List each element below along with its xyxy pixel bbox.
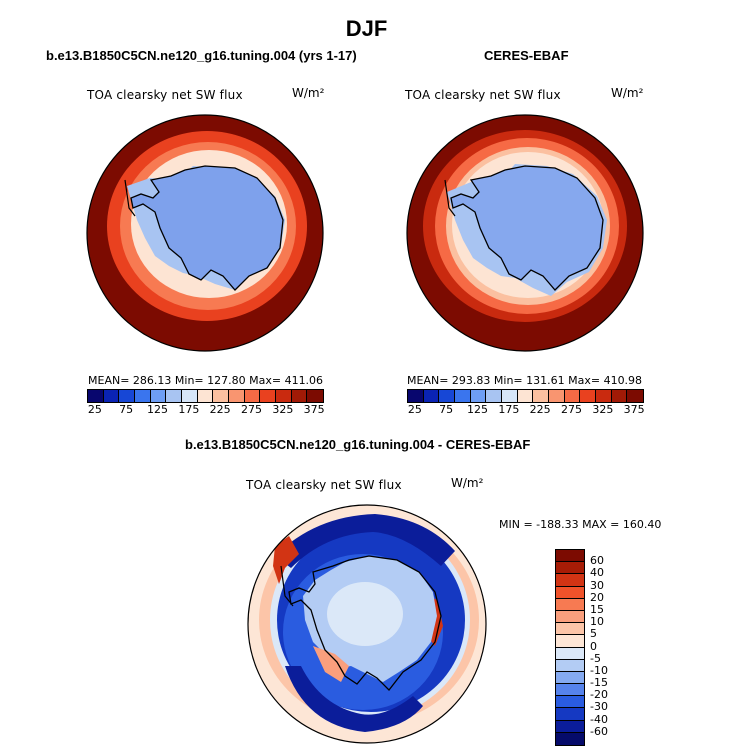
- colorbar-swatch: [439, 390, 455, 402]
- diff-min-max: MIN = -188.33 MAX = 160.40: [499, 518, 662, 531]
- colorbar-tick-label: 60: [590, 554, 604, 568]
- panel-title-model: b.e13.B1850C5CN.ne120_g16.tuning.004 (yr…: [46, 48, 357, 63]
- page-title: DJF: [345, 16, 388, 41]
- colorbar-swatch: [556, 610, 584, 624]
- colorbar-tick-label: 275: [561, 403, 582, 416]
- colorbar-obs: [407, 389, 644, 403]
- colorbar-tick-label: -60: [590, 724, 608, 738]
- panel-variable-label: TOA clearsky net SW flux: [405, 88, 561, 102]
- colorbar-swatch: [119, 390, 135, 402]
- colorbar-tick-label: 325: [272, 403, 294, 416]
- colorbar-swatch: [260, 390, 276, 402]
- colorbar-tick-label: 0: [590, 639, 597, 653]
- colorbar-swatch: [556, 598, 584, 611]
- panel-variable-label: TOA clearsky net SW flux: [87, 88, 243, 102]
- colorbar-swatch: [470, 390, 487, 402]
- panel-title-obs: CERES-EBAF: [484, 48, 569, 63]
- colorbar-tick-label: 325: [592, 403, 614, 416]
- diff-panel-title: b.e13.B1850C5CN.ne120_g16.tuning.004 - C…: [185, 437, 531, 452]
- colorbar-swatch: [228, 390, 245, 402]
- colorbar-tick-label: 40: [590, 566, 604, 580]
- colorbar-swatch: [595, 390, 612, 402]
- panel-unit-label: W/m²: [611, 86, 644, 100]
- diff-unit-label: W/m²: [451, 476, 484, 490]
- colorbar-tick-label: 175: [178, 403, 200, 416]
- colorbar-tick-label: -15: [590, 676, 608, 690]
- colorbar-swatch: [556, 635, 584, 648]
- colorbar-ticks-model: 25 75 125 175 225 275 325 375: [72, 403, 342, 417]
- colorbar-tick-label: 25: [407, 403, 422, 416]
- colorbar-tick-label: 10: [590, 615, 604, 629]
- colorbar-swatch: [548, 390, 565, 402]
- colorbar-swatch: [556, 708, 584, 721]
- colorbar-swatch: [166, 390, 182, 402]
- panel-unit-label: W/m²: [292, 86, 325, 100]
- stats-model: MEAN= 286.13 Min= 127.80 Max= 411.06: [88, 374, 324, 387]
- colorbar-tick-label: 225: [529, 403, 551, 416]
- colorbar-tick-label: 125: [147, 403, 168, 416]
- polar-map-obs: [406, 114, 644, 352]
- polar-map-model: [86, 114, 324, 352]
- colorbar-swatch: [556, 574, 584, 587]
- colorbar-ticks-difference: 60 40 30 20 15 10 5 0 -5 -10 -15 -20 -30 -40 -60: [590, 549, 630, 749]
- colorbar-swatch: [275, 390, 292, 402]
- colorbar-swatch: [150, 390, 167, 402]
- colorbar-tick-label: 225: [209, 403, 231, 416]
- colorbar-swatch: [556, 696, 584, 709]
- colorbar-swatch: [556, 623, 584, 636]
- colorbar-swatch: [556, 562, 584, 575]
- colorbar-swatch: [244, 390, 261, 402]
- colorbar-tick-label: 20: [590, 590, 604, 604]
- colorbar-swatch: [533, 390, 549, 402]
- colorbar-swatch: [564, 390, 581, 402]
- colorbar-swatch: [556, 684, 584, 697]
- colorbar-swatch: [423, 390, 440, 402]
- colorbar-tick-label: -40: [590, 712, 608, 726]
- colorbar-swatch: [556, 732, 584, 745]
- colorbar-swatch: [501, 390, 518, 402]
- colorbar-swatch: [627, 390, 643, 402]
- colorbar-tick-label: -30: [590, 700, 608, 714]
- colorbar-swatch: [556, 720, 584, 733]
- colorbar-swatch: [556, 586, 584, 599]
- colorbar-tick-label: 15: [590, 602, 604, 616]
- stats-obs: MEAN= 293.83 Min= 131.61 Max= 410.98: [407, 374, 643, 387]
- colorbar-tick-label: 30: [590, 578, 604, 592]
- colorbar-tick-label: 375: [303, 403, 325, 416]
- colorbar-tick-label: -10: [590, 663, 608, 677]
- colorbar-tick-label: -20: [590, 688, 608, 702]
- colorbar-tick-label: 5: [590, 627, 597, 641]
- colorbar-swatch: [556, 671, 584, 685]
- colorbar-swatch: [454, 390, 471, 402]
- colorbar-tick-label: 125: [467, 403, 488, 416]
- colorbar-swatch: [197, 390, 214, 402]
- colorbar-swatch: [556, 647, 584, 660]
- colorbar-tick-label: -5: [590, 651, 601, 665]
- colorbar-swatch: [408, 390, 424, 402]
- colorbar-tick-label: 75: [119, 403, 134, 416]
- colorbar-tick-label: 75: [439, 403, 454, 416]
- colorbar-swatch: [556, 550, 584, 563]
- colorbar-tick-label: 175: [498, 403, 520, 416]
- colorbar-swatch: [307, 390, 323, 402]
- colorbar-swatch: [134, 390, 151, 402]
- colorbar-swatch: [580, 390, 596, 402]
- colorbar-swatch: [486, 390, 502, 402]
- colorbar-model: [87, 389, 324, 403]
- colorbar-tick-label: 25: [87, 403, 102, 416]
- colorbar-swatch: [556, 659, 584, 672]
- colorbar-swatch: [213, 390, 229, 402]
- colorbar-swatch: [517, 390, 534, 402]
- colorbar-swatch: [103, 390, 120, 402]
- colorbar-swatch: [611, 390, 628, 402]
- colorbar-difference: [555, 549, 585, 746]
- colorbar-ticks-obs: 25 75 125 175 225 275 325 375: [392, 403, 662, 417]
- colorbar-tick-label: 275: [241, 403, 262, 416]
- colorbar-tick-label: 375: [623, 403, 645, 416]
- colorbar-swatch: [88, 390, 104, 402]
- colorbar-swatch: [181, 390, 198, 402]
- colorbar-swatch: [291, 390, 308, 402]
- diff-variable-label: TOA clearsky net SW flux: [246, 478, 402, 492]
- polar-map-difference: [247, 504, 487, 744]
